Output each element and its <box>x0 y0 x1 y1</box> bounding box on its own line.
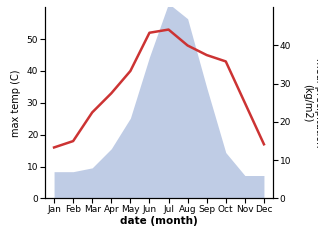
Y-axis label: med. precipitation
(kg/m2): med. precipitation (kg/m2) <box>302 58 318 148</box>
Y-axis label: max temp (C): max temp (C) <box>11 69 21 136</box>
X-axis label: date (month): date (month) <box>120 216 198 227</box>
